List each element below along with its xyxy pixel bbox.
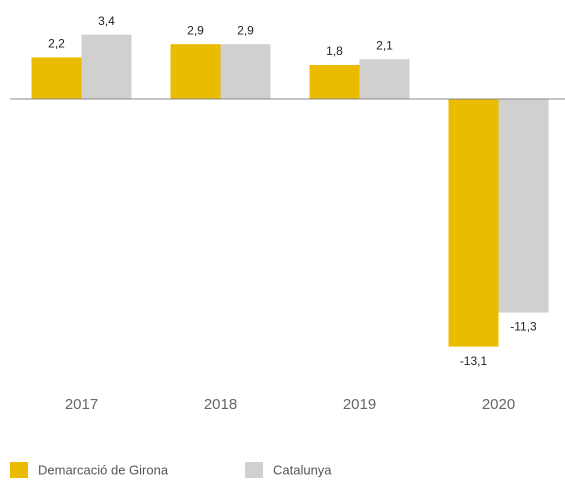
- value-label: 2,1: [376, 38, 393, 52]
- legend-swatch: [10, 462, 28, 478]
- legend-swatch: [245, 462, 263, 478]
- value-label: 1,8: [326, 44, 343, 58]
- legend-label: Catalunya: [273, 462, 332, 477]
- value-label: -11,3: [510, 320, 537, 334]
- bar: [81, 34, 132, 99]
- value-label: 3,4: [98, 14, 115, 28]
- x-tick-label: 2019: [343, 396, 376, 413]
- value-label: 2,2: [48, 37, 65, 51]
- bar: [170, 44, 221, 99]
- x-tick-label: 2018: [204, 396, 237, 413]
- x-tick-label: 2020: [482, 396, 515, 413]
- x-tick-label: 2017: [65, 396, 98, 413]
- bar: [309, 64, 360, 99]
- value-label: 2,9: [187, 23, 204, 37]
- value-label: -13,1: [460, 354, 488, 368]
- bar: [220, 44, 271, 99]
- bar: [498, 99, 549, 313]
- bar: [359, 59, 410, 99]
- value-label: 2,9: [237, 23, 254, 37]
- bar: [31, 57, 82, 99]
- legend-label: Demarcació de Girona: [38, 462, 169, 477]
- bar: [448, 99, 499, 347]
